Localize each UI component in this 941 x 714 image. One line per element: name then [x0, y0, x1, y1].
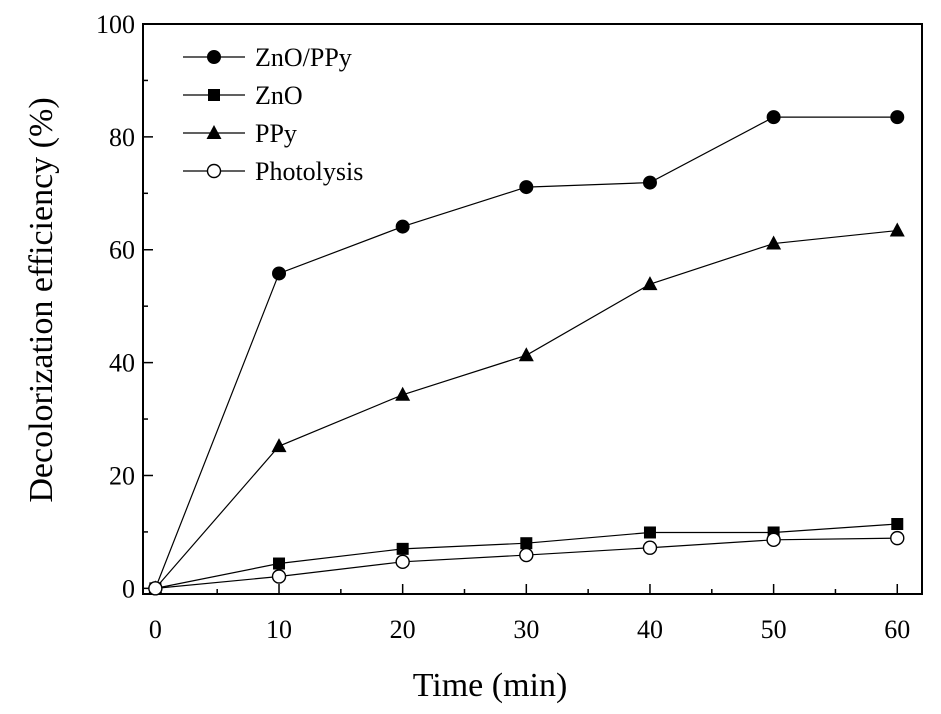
x-tick-label: 50	[761, 615, 787, 644]
x-tick-label: 20	[390, 615, 416, 644]
y-tick-label: 100	[96, 10, 135, 39]
x-tick-label: 40	[637, 615, 663, 644]
y-tick-label: 40	[109, 349, 135, 378]
data-point-zno-ppy	[766, 110, 781, 125]
x-axis-title: Time (min)	[413, 667, 568, 704]
data-point-zno	[396, 542, 409, 555]
data-point-zno-ppy	[272, 266, 287, 281]
data-point-ppy	[395, 386, 411, 401]
y-tick-label: 80	[109, 123, 135, 152]
legend-marker-photolysis	[206, 163, 222, 179]
legend-label-zno-ppy: ZnO/PPy	[255, 43, 352, 72]
data-point-zno-ppy	[519, 180, 534, 195]
x-tick-label: 60	[884, 615, 910, 644]
y-tick-label: 60	[109, 236, 135, 265]
plot-area: 0 10 20 30 40 50 60 0 20 40 60 80 100 ZnO/PPy ZnO PPy Ph…	[96, 10, 923, 644]
legend-marker-zno	[208, 89, 220, 101]
data-point-zno-ppy	[642, 175, 657, 190]
y-tick-label: 0	[122, 574, 135, 603]
data-point-zno-ppy	[395, 219, 410, 234]
data-point-photolysis	[395, 554, 410, 570]
data-point-photolysis	[519, 547, 534, 563]
legend-marker-zno-ppy	[207, 50, 221, 64]
legend-label-ppy: PPy	[255, 119, 297, 148]
data-point-zno-ppy	[890, 110, 905, 125]
data-point-zno	[520, 537, 533, 550]
series-line-ppy	[154, 229, 898, 589]
data-point-ppy	[518, 347, 534, 362]
data-point-photolysis	[890, 530, 905, 546]
data-point-zno	[643, 526, 656, 539]
data-point-zno	[273, 557, 286, 570]
y-tick-label: 20	[109, 461, 135, 490]
legend-marker-ppy	[206, 125, 222, 139]
data-point-zno	[891, 518, 904, 531]
x-tick-label: 0	[149, 615, 162, 644]
legend-label-zno: ZnO	[255, 81, 303, 110]
data-point-photolysis	[148, 581, 163, 596]
data-point-photolysis	[766, 532, 781, 548]
plot-frame	[142, 23, 923, 595]
x-tick-label: 10	[266, 615, 292, 644]
data-point-ppy	[766, 235, 782, 250]
data-point-photolysis	[271, 569, 287, 584]
y-axis-title: Decolorization efficiency (%)	[23, 97, 60, 502]
data-point-photolysis	[642, 540, 658, 555]
legend-label-photolysis: Photolysis	[255, 157, 363, 186]
data-point-ppy	[889, 222, 905, 237]
x-tick-label: 30	[513, 615, 539, 644]
data-point-ppy	[271, 438, 287, 453]
data-point-ppy	[642, 276, 658, 291]
